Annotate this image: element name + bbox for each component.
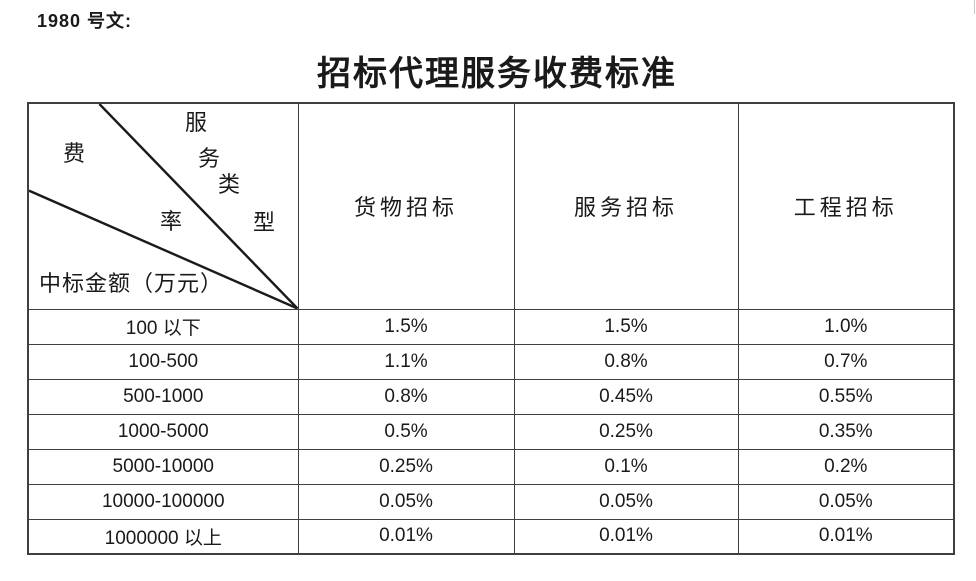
- page-title: 招标代理服务收费标准: [317, 56, 677, 93]
- goods-rate-cell: 0.25%: [297, 448, 515, 485]
- table-row: 5000-10000 0.25% 0.1% 0.2%: [27, 448, 955, 485]
- corner-label-fee-char: 率: [160, 209, 183, 234]
- corner-label-bid-amount: 中标金额（万元）: [39, 270, 224, 296]
- service-rate-cell: 0.8%: [513, 343, 739, 380]
- engineering-rate-cell: 0.01%: [737, 518, 955, 555]
- corner-label-fee-char: 费: [63, 141, 86, 166]
- goods-rate-cell: 0.01%: [297, 518, 515, 555]
- service-rate-cell: 1.5%: [513, 308, 739, 345]
- goods-rate-cell: 1.5%: [297, 308, 515, 345]
- goods-rate-cell: 0.05%: [297, 483, 515, 520]
- service-rate-cell: 0.1%: [513, 448, 739, 485]
- service-rate-cell: 0.05%: [513, 483, 739, 520]
- corner-label-service-type-char: 型: [253, 210, 276, 235]
- amount-range-cell: 1000-5000: [27, 413, 299, 450]
- table-row: 1000-5000 0.5% 0.25% 0.35%: [27, 413, 955, 450]
- diagonal-line-lower: [29, 189, 298, 309]
- corner-label-service-type-char: 务: [198, 146, 221, 171]
- goods-rate-cell: 1.1%: [297, 343, 515, 380]
- page-edge-mark: [974, 0, 975, 14]
- service-rate-cell: 0.01%: [513, 518, 739, 555]
- diagonal-divider-lines: [29, 104, 298, 309]
- engineering-rate-cell: 1.0%: [737, 308, 955, 345]
- column-header-goods-tender: 货物招标: [297, 102, 515, 310]
- service-rate-cell: 0.45%: [513, 378, 739, 415]
- engineering-rate-cell: 0.55%: [737, 378, 955, 415]
- engineering-rate-cell: 0.7%: [737, 343, 955, 380]
- doc-number: 1980 号文:: [37, 11, 133, 31]
- diagonal-line-upper: [98, 104, 298, 309]
- corner-label-service-type-char: 类: [218, 172, 241, 197]
- engineering-rate-cell: 0.05%: [737, 483, 955, 520]
- service-rate-cell: 0.25%: [513, 413, 739, 450]
- table-header-row: 服 务 类 型 费 率 中标金额（万元） 货物招标 服务招标 工程招标: [27, 102, 955, 310]
- amount-range-cell: 1000000 以上: [27, 518, 299, 555]
- goods-rate-cell: 0.8%: [297, 378, 515, 415]
- amount-range-cell: 10000-100000: [27, 483, 299, 520]
- amount-range-cell: 5000-10000: [27, 448, 299, 485]
- table-row: 100-500 1.1% 0.8% 0.7%: [27, 343, 955, 380]
- fee-standards-table: 服 务 类 型 费 率 中标金额（万元） 货物招标 服务招标 工程招标 100 …: [27, 102, 955, 555]
- table-row: 100 以下 1.5% 1.5% 1.0%: [27, 308, 955, 345]
- engineering-rate-cell: 0.35%: [737, 413, 955, 450]
- engineering-rate-cell: 0.2%: [737, 448, 955, 485]
- table-row: 500-1000 0.8% 0.45% 0.55%: [27, 378, 955, 415]
- amount-range-cell: 100-500: [27, 343, 299, 380]
- goods-rate-cell: 0.5%: [297, 413, 515, 450]
- table-row: 1000000 以上 0.01% 0.01% 0.01%: [27, 518, 955, 555]
- table-row: 10000-100000 0.05% 0.05% 0.05%: [27, 483, 955, 520]
- amount-range-cell: 100 以下: [27, 308, 299, 345]
- corner-label-service-type-char: 服: [185, 110, 208, 135]
- corner-header-cell: 服 务 类 型 费 率 中标金额（万元）: [27, 102, 299, 310]
- amount-range-cell: 500-1000: [27, 378, 299, 415]
- column-header-engineering-tender: 工程招标: [737, 102, 955, 310]
- column-header-service-tender: 服务招标: [513, 102, 739, 310]
